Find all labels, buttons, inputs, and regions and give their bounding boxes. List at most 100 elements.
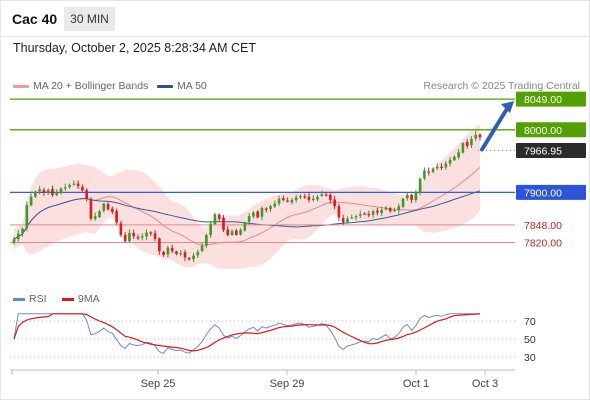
candle bbox=[72, 180, 76, 186]
level-label-bg-1 bbox=[516, 122, 586, 138]
candle-body bbox=[145, 232, 148, 237]
candle bbox=[252, 211, 255, 219]
candle bbox=[136, 234, 140, 241]
candle-body bbox=[333, 199, 336, 207]
candle bbox=[448, 157, 452, 167]
candle-body bbox=[29, 196, 33, 206]
rsi-ma-swatch bbox=[62, 297, 74, 301]
candle bbox=[405, 192, 409, 201]
candle-body bbox=[123, 234, 127, 242]
candle-body bbox=[205, 234, 208, 246]
candle-body bbox=[427, 171, 431, 173]
candle bbox=[51, 185, 54, 197]
candle bbox=[435, 163, 439, 171]
candle bbox=[217, 213, 221, 221]
candle bbox=[111, 206, 114, 215]
candle bbox=[418, 177, 422, 196]
candle-body bbox=[46, 189, 50, 194]
candle-body bbox=[260, 208, 264, 217]
candle bbox=[175, 250, 178, 256]
candle bbox=[59, 187, 63, 195]
candle-body bbox=[239, 229, 242, 235]
candle-body bbox=[196, 251, 200, 256]
candle bbox=[260, 206, 264, 221]
candle bbox=[316, 194, 319, 202]
candle bbox=[457, 149, 460, 160]
candle bbox=[123, 232, 127, 243]
candle bbox=[213, 212, 217, 226]
candle-body bbox=[393, 209, 396, 212]
candle-body bbox=[247, 216, 251, 222]
candle bbox=[115, 208, 118, 226]
candle-body bbox=[140, 236, 144, 238]
candle-body bbox=[89, 199, 93, 219]
candle bbox=[93, 212, 97, 221]
legend-rsi: RSI bbox=[13, 293, 47, 305]
candle bbox=[170, 244, 174, 254]
candle bbox=[461, 142, 465, 154]
candle bbox=[256, 210, 260, 219]
candle bbox=[303, 193, 307, 199]
candle-body bbox=[311, 198, 315, 201]
candle bbox=[63, 183, 67, 191]
candle bbox=[363, 212, 366, 215]
candle bbox=[21, 227, 24, 237]
candle-body bbox=[128, 233, 131, 242]
candle-body bbox=[440, 166, 443, 168]
candle-body bbox=[307, 196, 311, 200]
candle-body bbox=[175, 251, 178, 254]
candle-body bbox=[252, 212, 255, 217]
x-tick-label-2: Oct 1 bbox=[403, 378, 429, 390]
candle bbox=[145, 229, 148, 241]
level-label-0: 8049.00 bbox=[524, 94, 562, 106]
candle bbox=[68, 183, 71, 189]
candle-body bbox=[170, 247, 174, 252]
candle bbox=[440, 163, 443, 171]
candle bbox=[243, 221, 247, 232]
candle-body bbox=[136, 237, 140, 239]
candle-body bbox=[410, 194, 413, 200]
candle bbox=[376, 207, 379, 216]
candle bbox=[187, 257, 191, 261]
candle bbox=[273, 200, 277, 209]
candle bbox=[25, 201, 29, 232]
candle bbox=[393, 207, 396, 213]
candle bbox=[205, 233, 208, 249]
candle-body bbox=[388, 208, 392, 212]
candle bbox=[247, 213, 251, 225]
candle-body bbox=[384, 207, 388, 210]
candle-body bbox=[102, 203, 106, 211]
candle-body bbox=[132, 233, 136, 237]
candle bbox=[294, 194, 298, 203]
candle bbox=[337, 203, 341, 221]
candle bbox=[358, 210, 362, 219]
candle-body bbox=[380, 209, 383, 213]
candle bbox=[153, 230, 157, 242]
candle-body bbox=[453, 156, 456, 161]
candle-body bbox=[111, 208, 114, 212]
candle bbox=[226, 226, 230, 237]
candle-body bbox=[55, 192, 59, 196]
candle-body bbox=[371, 211, 375, 215]
candle bbox=[410, 193, 413, 204]
candle bbox=[16, 229, 20, 242]
datetime-label: Thursday, October 2, 2025 8:28:34 AM CET bbox=[13, 41, 256, 55]
candle bbox=[234, 228, 238, 236]
candle-body bbox=[405, 194, 409, 199]
candle-body bbox=[264, 208, 268, 210]
candle bbox=[384, 206, 388, 211]
candle-body bbox=[461, 142, 465, 153]
candle-body bbox=[42, 189, 46, 194]
candle bbox=[179, 249, 183, 257]
candle-body bbox=[106, 204, 110, 210]
candle-body bbox=[158, 238, 161, 252]
level-label-5: 7820.00 bbox=[524, 237, 562, 249]
candle-body bbox=[162, 251, 165, 255]
candle bbox=[414, 189, 418, 203]
timeframe-button[interactable]: 30 MIN bbox=[64, 7, 115, 31]
candle-body bbox=[183, 252, 187, 258]
candle bbox=[470, 136, 473, 149]
candle bbox=[324, 192, 328, 197]
candle-body bbox=[76, 183, 80, 187]
candle-body bbox=[299, 196, 302, 198]
